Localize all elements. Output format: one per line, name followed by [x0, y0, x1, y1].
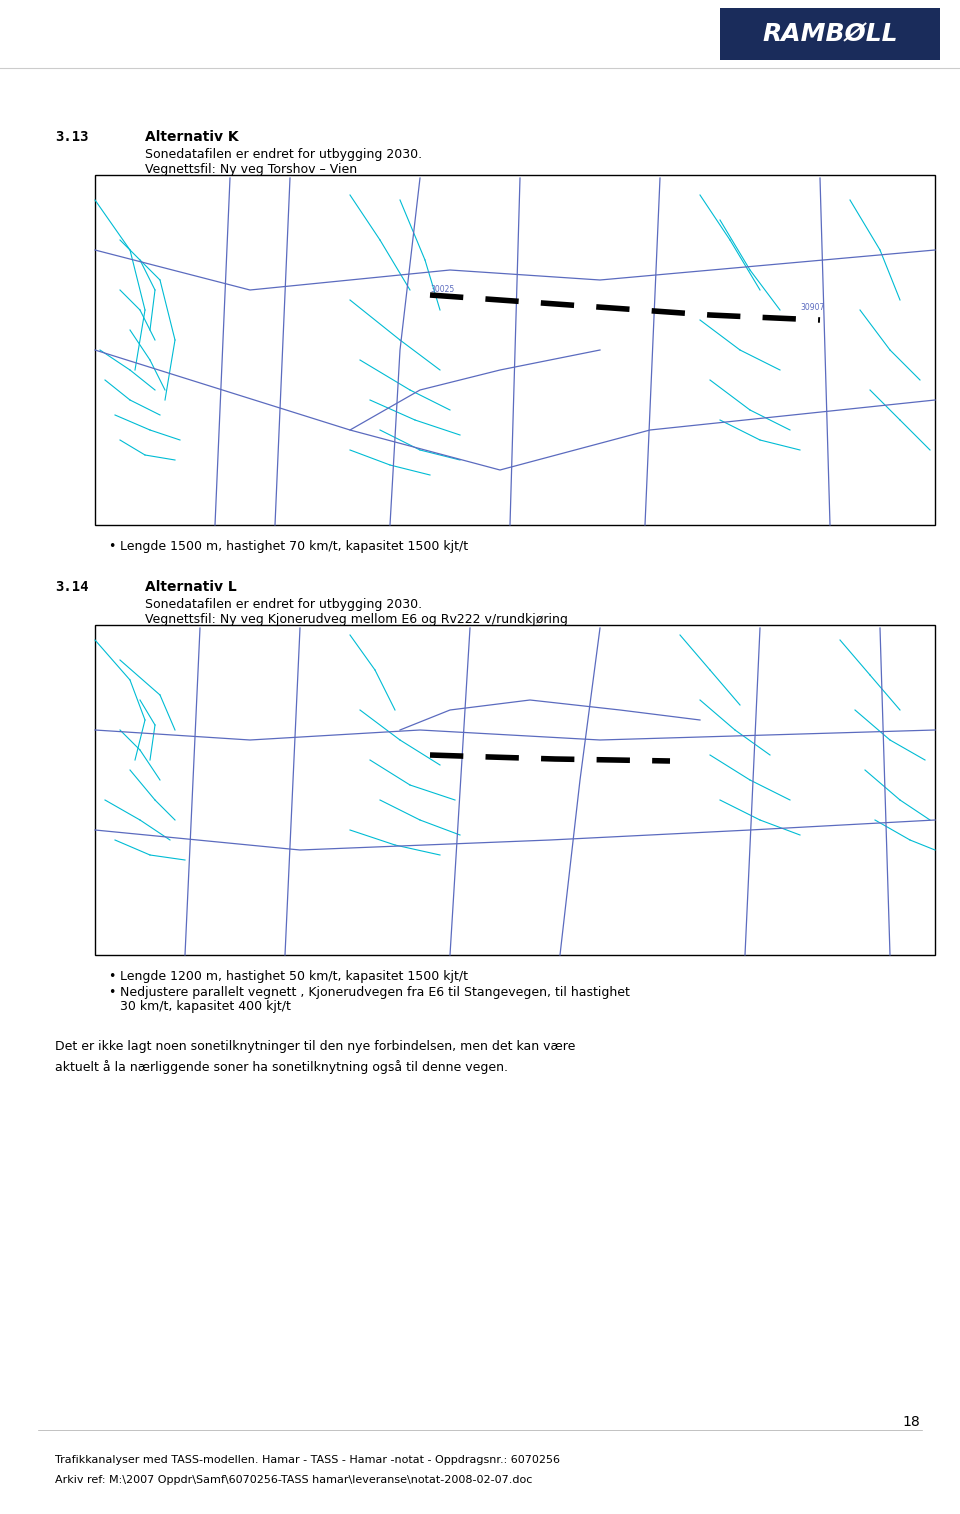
Text: Det er ikke lagt noen sonetilknytninger til den nye forbindelsen, men det kan væ: Det er ikke lagt noen sonetilknytninger …	[55, 1040, 575, 1073]
Text: 30025: 30025	[430, 285, 454, 294]
Text: Lengde 1200 m, hastighet 50 km/t, kapasitet 1500 kjt/t: Lengde 1200 m, hastighet 50 km/t, kapasi…	[120, 970, 468, 983]
Bar	[95, 625, 935, 955]
Text: Alternativ L: Alternativ L	[145, 580, 237, 593]
Text: Trafikkanalyser med TASS-modellen. Hamar - TASS - Hamar -notat - Oppdragsnr.: 60: Trafikkanalyser med TASS-modellen. Hamar…	[55, 1455, 560, 1466]
Text: Lengde 1500 m, hastighet 70 km/t, kapasitet 1500 kjt/t: Lengde 1500 m, hastighet 70 km/t, kapasi…	[120, 540, 468, 553]
Text: 30907: 30907	[800, 303, 825, 312]
Text: Sonedatafilen er endret for utbygging 2030.: Sonedatafilen er endret for utbygging 20…	[145, 598, 422, 612]
Text: Sonedatafilen er endret for utbygging 2030.: Sonedatafilen er endret for utbygging 20…	[145, 148, 422, 160]
Text: •: •	[108, 970, 115, 983]
Text: 18: 18	[902, 1416, 920, 1429]
Bar	[95, 176, 935, 525]
Text: 3.14: 3.14	[55, 580, 88, 593]
Text: Nedjustere parallelt vegnett , Kjonerudvegen fra E6 til Stangevegen, til hastigh: Nedjustere parallelt vegnett , Kjonerudv…	[120, 986, 630, 999]
FancyBboxPatch shape	[720, 8, 940, 61]
Text: •: •	[108, 540, 115, 553]
Text: Arkiv ref: M:\2007 Oppdr\Samf\6070256-TASS hamar\leveranse\notat-2008-02-07.doc: Arkiv ref: M:\2007 Oppdr\Samf\6070256-TA…	[55, 1475, 533, 1485]
Text: 30 km/t, kapasitet 400 kjt/t: 30 km/t, kapasitet 400 kjt/t	[120, 1001, 291, 1013]
Text: 3.13: 3.13	[55, 130, 88, 144]
Text: Vegnettsfil: Ny veg Torshov – Vien: Vegnettsfil: Ny veg Torshov – Vien	[145, 164, 357, 176]
Text: RAMBØLL: RAMBØLL	[762, 23, 898, 45]
Text: •: •	[108, 986, 115, 999]
Text: Alternativ K: Alternativ K	[145, 130, 239, 144]
Text: Vegnettsfil: Ny veg Kjonerudveg mellom E6 og Rv222 v/rundkjøring: Vegnettsfil: Ny veg Kjonerudveg mellom E…	[145, 613, 568, 625]
